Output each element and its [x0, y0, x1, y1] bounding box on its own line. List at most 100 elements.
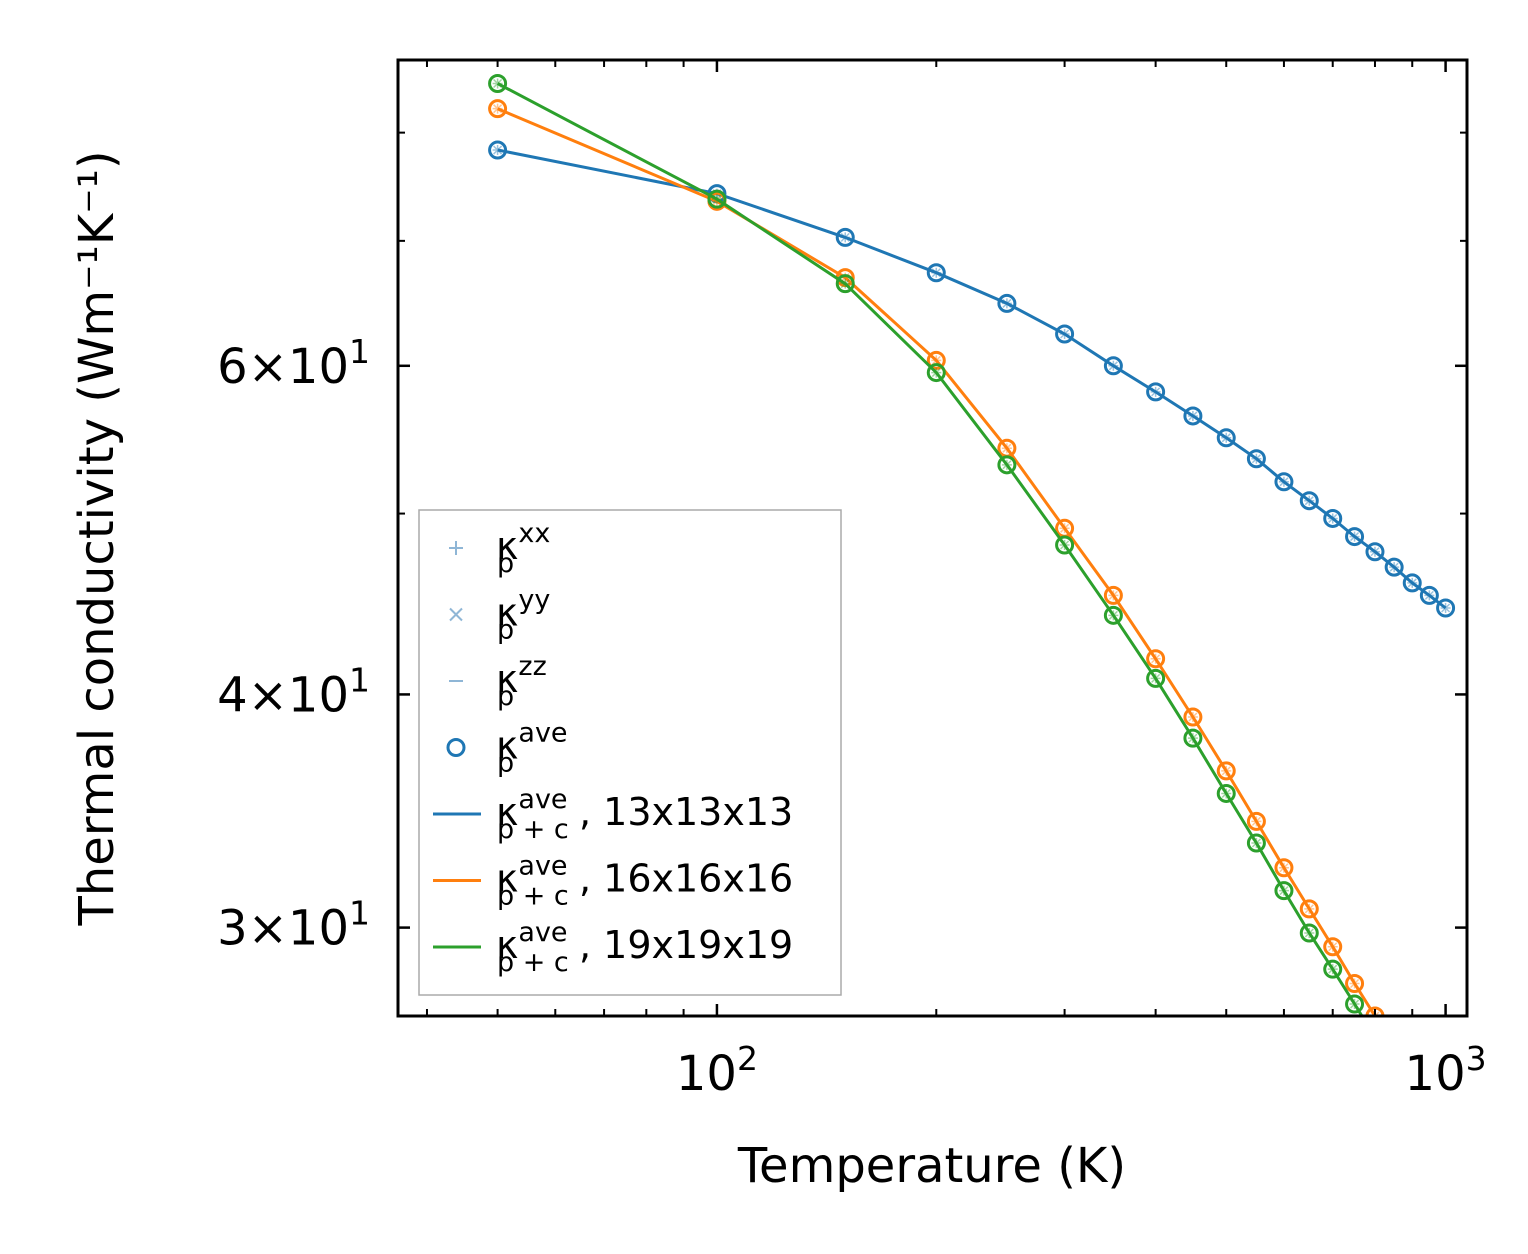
- plot-area: [396, 58, 1469, 1154]
- data-point: [1183, 728, 1203, 748]
- component-marker: [1304, 928, 1315, 939]
- component-marker: [931, 367, 942, 378]
- data-point: [1438, 1138, 1454, 1154]
- data-point: [1246, 811, 1266, 831]
- y-tick-base: ×10: [248, 667, 349, 723]
- series-13x13x13: [488, 140, 1456, 618]
- component-marker: [1187, 712, 1198, 723]
- component-marker: [1278, 862, 1289, 873]
- data-point: [1299, 923, 1319, 943]
- axis-ticks: [398, 60, 1467, 1016]
- series-line: [496, 82, 1364, 1016]
- legend-subscript: p: [497, 548, 514, 579]
- x-tick-exponent: 3: [1466, 1039, 1487, 1078]
- legend-label: κave p: [496, 718, 568, 779]
- legend-entry: κave p: [446, 718, 568, 779]
- legend-symbol: κ: [496, 591, 518, 635]
- component-marker: [1424, 590, 1435, 601]
- data-point: [1146, 382, 1166, 402]
- legend-symbol: κ: [496, 524, 518, 568]
- component-marker: [1187, 410, 1198, 421]
- component-marker: [1369, 546, 1380, 557]
- component-marker: [1424, 1117, 1434, 1127]
- component-marker: [840, 272, 851, 283]
- legend-superscript: yy: [518, 585, 550, 616]
- data-point: [1246, 449, 1266, 469]
- data-point: [1367, 1029, 1383, 1045]
- data-point: [1246, 833, 1266, 853]
- y-tick-label: 3×101: [217, 894, 370, 957]
- component-marker: [1221, 432, 1232, 443]
- legend-frame: [418, 509, 842, 996]
- component-marker: [1389, 562, 1400, 573]
- legend-entry: κyy p: [449, 585, 550, 646]
- y-tick-base: ×10: [248, 339, 349, 395]
- plus-marker-icon: [449, 541, 463, 555]
- component-marker: [492, 103, 503, 114]
- plot-frame: [396, 58, 1469, 1018]
- data-point: [1386, 1061, 1402, 1077]
- data-point: [1365, 542, 1385, 562]
- series-19x19x19: [488, 73, 1454, 1154]
- legend-label: κxx p: [496, 518, 550, 579]
- data-point: [1419, 585, 1439, 605]
- data-point: [1299, 491, 1319, 511]
- y-axis-title: Thermal conductivity (Wm⁻¹K⁻¹): [69, 150, 125, 926]
- component-marker: [1327, 513, 1338, 524]
- component-marker: [1001, 443, 1012, 454]
- data-point: [1103, 585, 1123, 605]
- legend-subscript: p + c: [497, 881, 569, 912]
- data-point: [1274, 472, 1294, 492]
- x-axis-title: Temperature (K): [737, 1138, 1126, 1194]
- y-tick-base: ×10: [248, 901, 349, 957]
- y-tick-label: 4×101: [217, 660, 370, 723]
- legend-suffix: , 19x19x19: [579, 923, 793, 967]
- data-point: [1055, 535, 1075, 555]
- x-tick-label: 102: [676, 1039, 758, 1102]
- component-marker: [1251, 453, 1262, 464]
- data-point: [1103, 356, 1123, 376]
- legend-suffix: , 16x16x16: [579, 857, 793, 901]
- component-marker: [1441, 1141, 1451, 1151]
- component-marker: [1389, 1064, 1399, 1074]
- data-point: [1323, 959, 1343, 979]
- data-point: [1386, 1039, 1402, 1055]
- component-marker: [1001, 298, 1012, 309]
- data-point: [1103, 605, 1123, 625]
- component-marker: [1108, 360, 1119, 371]
- legend-entry: κave p + c , 16x16x16: [433, 851, 793, 912]
- data-point: [1216, 428, 1236, 448]
- legend-superscript: xx: [518, 518, 550, 549]
- component-marker: [1349, 978, 1360, 989]
- x-tick-label: 103: [1405, 1039, 1487, 1102]
- data-point: [926, 350, 946, 370]
- data-point: [488, 140, 508, 160]
- series-line: [497, 148, 1447, 610]
- data-point: [997, 455, 1017, 475]
- component-marker: [1251, 816, 1262, 827]
- y-tick-mantissa: 6: [217, 339, 248, 395]
- component-marker: [1440, 603, 1451, 614]
- component-marker: [1278, 476, 1289, 487]
- component-marker: [1407, 577, 1418, 588]
- component-marker: [1327, 964, 1338, 975]
- data-point: [1345, 974, 1365, 994]
- data-point: [1146, 649, 1166, 669]
- circle-marker-icon: [446, 738, 466, 757]
- component-marker: [1349, 999, 1360, 1010]
- data-point: [1323, 937, 1343, 957]
- component-marker: [1187, 733, 1198, 744]
- component-marker: [1108, 610, 1119, 621]
- component-marker: [1278, 885, 1289, 896]
- component-marker: [1349, 531, 1360, 542]
- data-point: [1323, 508, 1343, 528]
- component-marker: [1221, 765, 1232, 776]
- legend-label: κyy p: [496, 585, 550, 646]
- legend-label: κave p + c , 19x19x19: [496, 917, 793, 978]
- legend-suffix: , 13x13x13: [579, 790, 793, 834]
- series-16x16x16: [488, 99, 1402, 1055]
- data-point: [1421, 1114, 1437, 1130]
- x-tick-base: 10: [676, 1046, 737, 1102]
